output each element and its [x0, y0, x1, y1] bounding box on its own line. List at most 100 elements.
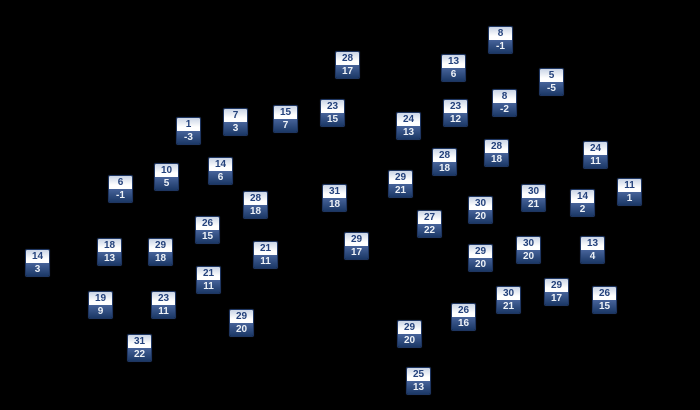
low-temp-value: 22 — [128, 348, 151, 361]
high-temp-value: 23 — [321, 100, 344, 113]
low-temp-value: 17 — [545, 292, 568, 305]
high-temp-value: 28 — [433, 149, 456, 162]
temperature-marker[interactable]: 25 13 — [406, 367, 431, 395]
high-temp-value: 26 — [196, 217, 219, 230]
low-temp-value: 13 — [397, 126, 420, 139]
temperature-marker[interactable]: 8 -2 — [492, 89, 517, 117]
temperature-marker[interactable]: 28 18 — [484, 139, 509, 167]
temperature-marker[interactable]: 13 6 — [441, 54, 466, 82]
temperature-marker[interactable]: 30 20 — [468, 196, 493, 224]
low-temp-value: 18 — [323, 198, 346, 211]
low-temp-value: 3 — [224, 122, 247, 135]
temperature-marker[interactable]: 8 -1 — [488, 26, 513, 54]
low-temp-value: -2 — [493, 103, 516, 116]
low-temp-value: 20 — [469, 210, 492, 223]
temperature-marker[interactable]: 29 18 — [148, 238, 173, 266]
temperature-marker[interactable]: 28 18 — [243, 191, 268, 219]
temperature-marker[interactable]: 24 13 — [396, 112, 421, 140]
temperature-marker[interactable]: 29 17 — [344, 232, 369, 260]
low-temp-value: 11 — [152, 305, 175, 318]
high-temp-value: 18 — [98, 239, 121, 252]
high-temp-value: 31 — [323, 185, 346, 198]
low-temp-value: 3 — [26, 263, 49, 276]
temperature-marker[interactable]: 21 11 — [253, 241, 278, 269]
low-temp-value: 6 — [209, 171, 232, 184]
temperature-marker[interactable]: 26 15 — [195, 216, 220, 244]
high-temp-value: 30 — [517, 237, 540, 250]
low-temp-value: 13 — [98, 252, 121, 265]
high-temp-value: 29 — [230, 310, 253, 323]
low-temp-value: 16 — [452, 317, 475, 330]
low-temp-value: 21 — [522, 198, 545, 211]
high-temp-value: 29 — [149, 239, 172, 252]
temperature-marker[interactable]: 29 17 — [544, 278, 569, 306]
high-temp-value: 30 — [469, 197, 492, 210]
high-temp-value: 21 — [197, 267, 220, 280]
low-temp-value: 17 — [336, 65, 359, 78]
temperature-marker[interactable]: 28 17 — [335, 51, 360, 79]
high-temp-value: 28 — [244, 192, 267, 205]
temperature-marker[interactable]: 7 3 — [223, 108, 248, 136]
low-temp-value: 18 — [433, 162, 456, 175]
low-temp-value: 20 — [230, 323, 253, 336]
temperature-marker[interactable]: 27 22 — [417, 210, 442, 238]
temperature-marker[interactable]: 29 20 — [229, 309, 254, 337]
high-temp-value: 7 — [224, 109, 247, 122]
temperature-marker[interactable]: 26 15 — [592, 286, 617, 314]
high-temp-value: 29 — [469, 245, 492, 258]
temperature-marker[interactable]: 6 -1 — [108, 175, 133, 203]
temperature-marker[interactable]: 23 11 — [151, 291, 176, 319]
temperature-marker[interactable]: 19 9 — [88, 291, 113, 319]
temperature-marker[interactable]: 23 15 — [320, 99, 345, 127]
high-temp-value: 26 — [593, 287, 616, 300]
temperature-marker[interactable]: 1 -3 — [176, 117, 201, 145]
temperature-marker[interactable]: 18 13 — [97, 238, 122, 266]
temperature-marker[interactable]: 21 11 — [196, 266, 221, 294]
high-temp-value: 28 — [336, 52, 359, 65]
temperature-marker[interactable]: 28 18 — [432, 148, 457, 176]
low-temp-value: 20 — [398, 334, 421, 347]
temperature-marker[interactable]: 5 -5 — [539, 68, 564, 96]
temperature-marker[interactable]: 15 7 — [273, 105, 298, 133]
low-temp-value: 22 — [418, 224, 441, 237]
high-temp-value: 28 — [485, 140, 508, 153]
low-temp-value: 18 — [149, 252, 172, 265]
low-temp-value: 20 — [517, 250, 540, 263]
low-temp-value: 4 — [581, 250, 604, 263]
temperature-marker[interactable]: 11 1 — [617, 178, 642, 206]
temperature-marker[interactable]: 13 4 — [580, 236, 605, 264]
high-temp-value: 10 — [155, 164, 178, 177]
temperature-marker[interactable]: 24 11 — [583, 141, 608, 169]
temperature-marker[interactable]: 14 2 — [570, 189, 595, 217]
high-temp-value: 23 — [444, 100, 467, 113]
temperature-marker[interactable]: 29 20 — [397, 320, 422, 348]
high-temp-value: 19 — [89, 292, 112, 305]
temperature-marker[interactable]: 26 16 — [451, 303, 476, 331]
temperature-marker[interactable]: 30 20 — [516, 236, 541, 264]
high-temp-value: 14 — [571, 190, 594, 203]
high-temp-value: 29 — [398, 321, 421, 334]
temperature-marker[interactable]: 29 21 — [388, 170, 413, 198]
low-temp-value: 7 — [274, 119, 297, 132]
temperature-marker[interactable]: 14 6 — [208, 157, 233, 185]
temperature-marker[interactable]: 29 20 — [468, 244, 493, 272]
high-temp-value: 29 — [545, 279, 568, 292]
high-temp-value: 14 — [26, 250, 49, 263]
temperature-marker[interactable]: 14 3 — [25, 249, 50, 277]
high-temp-value: 24 — [584, 142, 607, 155]
high-temp-value: 30 — [497, 287, 520, 300]
temperature-marker[interactable]: 31 22 — [127, 334, 152, 362]
temperature-marker[interactable]: 31 18 — [322, 184, 347, 212]
high-temp-value: 31 — [128, 335, 151, 348]
low-temp-value: -1 — [489, 40, 512, 53]
low-temp-value: 18 — [485, 153, 508, 166]
temperature-marker[interactable]: 30 21 — [521, 184, 546, 212]
low-temp-value: 11 — [254, 255, 277, 268]
low-temp-value: 17 — [345, 246, 368, 259]
temperature-marker[interactable]: 30 21 — [496, 286, 521, 314]
temperature-marker[interactable]: 23 12 — [443, 99, 468, 127]
high-temp-value: 24 — [397, 113, 420, 126]
temperature-marker[interactable]: 10 5 — [154, 163, 179, 191]
low-temp-value: 11 — [197, 280, 220, 293]
